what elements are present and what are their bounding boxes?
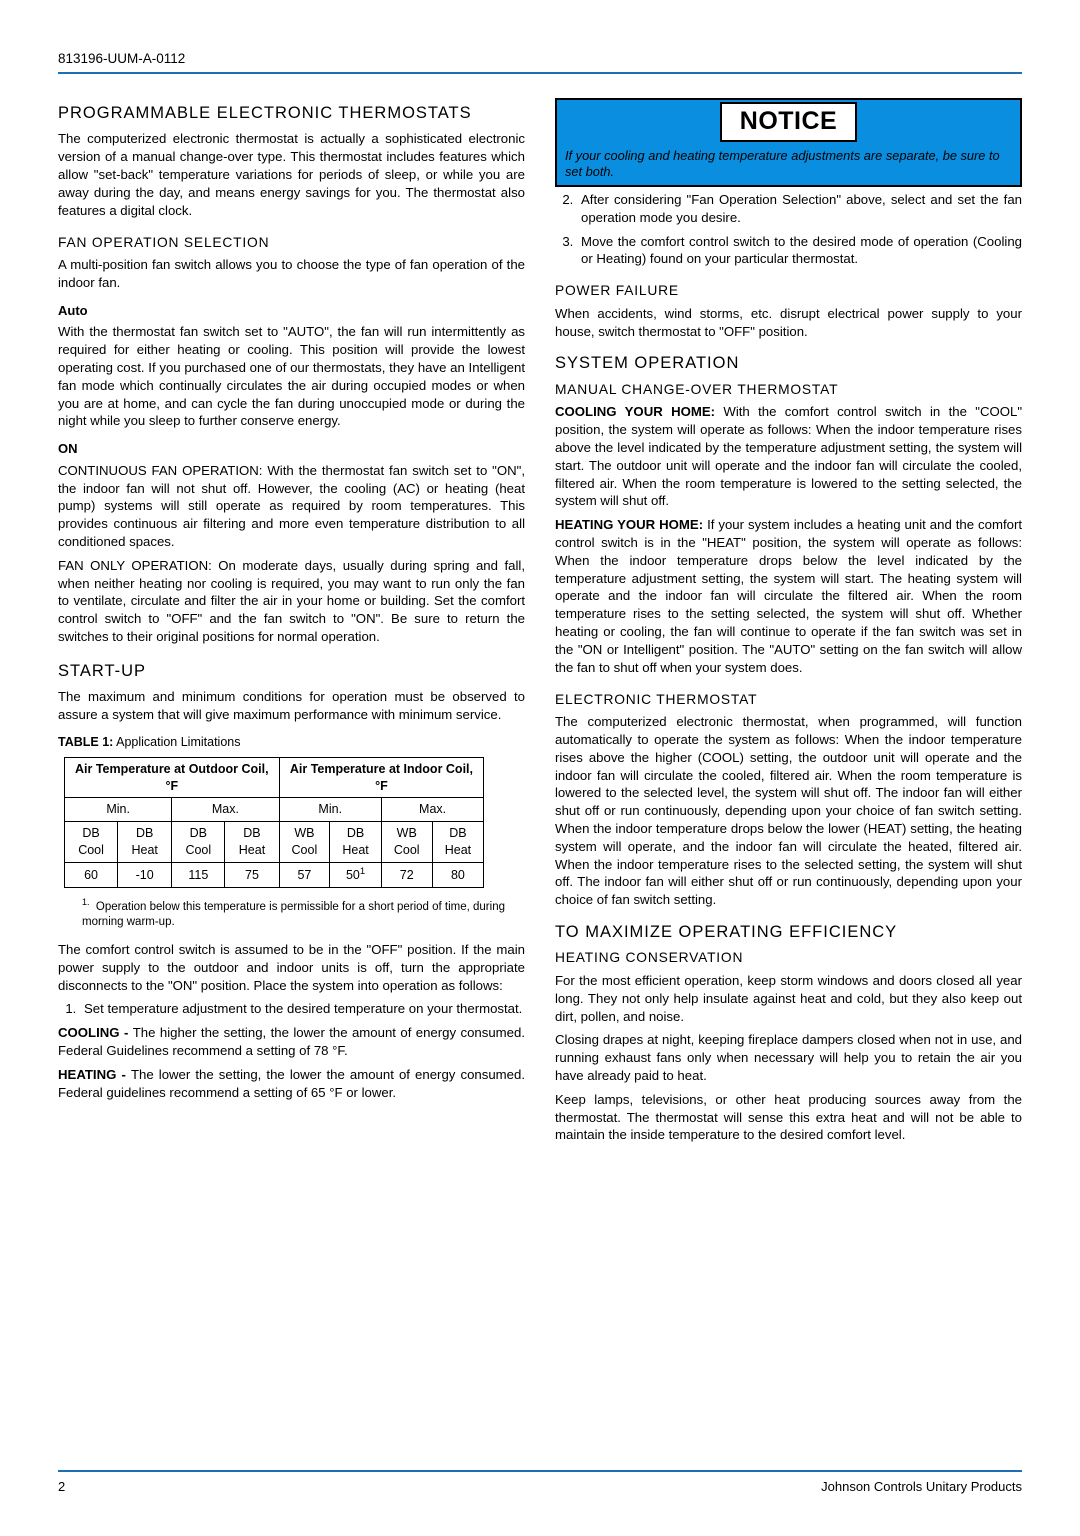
table-cell: 501 [330, 863, 382, 888]
page-number: 2 [58, 1478, 65, 1496]
para-cooling-rec: COOLING - The higher the setting, the lo… [58, 1024, 525, 1060]
heading-electronic-thermostat: ELECTRONIC THERMOSTAT [555, 691, 1022, 710]
para-auto: With the thermostat fan switch set to "A… [58, 323, 525, 430]
para-hc1: For the most efficient operation, keep s… [555, 972, 1022, 1025]
para-hc2: Closing drapes at night, keeping firepla… [555, 1031, 1022, 1084]
table-group-outdoor: Air Temperature at Outdoor Coil, °F [65, 757, 280, 798]
two-column-layout: PROGRAMMABLE ELECTRONIC THERMOSTATS The … [58, 98, 1022, 1150]
table-caption-rest: Application Limitations [113, 735, 240, 749]
table-colhdr: DBHeat [118, 822, 172, 863]
cooling-home-label: COOLING YOUR HOME: [555, 404, 715, 419]
footnote-text: Operation below this temperature is perm… [82, 901, 505, 929]
footer-company: Johnson Controls Unitary Products [821, 1478, 1022, 1496]
heating-home-label: HEATING YOUR HOME: [555, 517, 703, 532]
table-caption: TABLE 1: Application Limitations [58, 734, 525, 751]
para-power-failure: When accidents, wind storms, etc. disrup… [555, 305, 1022, 341]
notice-text: If your cooling and heating temperature … [557, 145, 1020, 185]
heading-manual-changeover: MANUAL CHANGE-OVER THERMOSTAT [555, 381, 1022, 400]
heading-system-operation: SYSTEM OPERATION [555, 352, 1022, 374]
application-limitations-table: Air Temperature at Outdoor Coil, °F Air … [64, 757, 484, 888]
notice-title: NOTICE [720, 102, 857, 142]
para-electronic-thermostat: The computerized electronic thermostat, … [555, 713, 1022, 909]
step-2: After considering "Fan Operation Selecti… [577, 191, 1022, 227]
table-colhdr: DBHeat [225, 822, 279, 863]
step-1: Set temperature adjustment to the desire… [80, 1000, 525, 1018]
footer-rule [58, 1470, 1022, 1472]
heading-auto: Auto [58, 302, 525, 320]
footnote-mark: 1. [82, 897, 90, 907]
cooling-label: COOLING - [58, 1025, 133, 1040]
left-column: PROGRAMMABLE ELECTRONIC THERMOSTATS The … [58, 98, 525, 1150]
para-intro: The computerized electronic thermostat i… [58, 130, 525, 219]
heading-fan-selection: FAN OPERATION SELECTION [58, 234, 525, 253]
heading-power-failure: POWER FAILURE [555, 282, 1022, 301]
table-caption-bold: TABLE 1: [58, 735, 113, 749]
table-cell: 72 [381, 863, 432, 888]
table-sub-max1: Max. [172, 798, 279, 822]
table-colhdr: DBHeat [330, 822, 382, 863]
heading-heating-conservation: HEATING CONSERVATION [555, 949, 1022, 968]
table-group-indoor: Air Temperature at Indoor Coil, °F [279, 757, 484, 798]
table-sub-max2: Max. [381, 798, 483, 822]
table-colhdr: DBCool [65, 822, 118, 863]
table-cell: 75 [225, 863, 279, 888]
heating-home-text: If your system includes a heating unit a… [555, 517, 1022, 675]
startup-steps-left: Set temperature adjustment to the desire… [80, 1000, 525, 1018]
para-comfort-switch: The comfort control switch is assumed to… [58, 941, 525, 994]
para-on-fanonly: FAN ONLY OPERATION: On moderate days, us… [58, 557, 525, 646]
table-cell: 60 [65, 863, 118, 888]
table-colhdr: WBCool [279, 822, 330, 863]
para-on-continuous: CONTINUOUS FAN OPERATION: With the therm… [58, 462, 525, 551]
heading-on: ON [58, 440, 525, 458]
table-colhdr: WBCool [381, 822, 432, 863]
header-rule [58, 72, 1022, 74]
heating-label: HEATING - [58, 1067, 131, 1082]
table-cell: -10 [118, 863, 172, 888]
doc-number: 813196-UUM-A-0112 [58, 50, 1022, 68]
step-3: Move the comfort control switch to the d… [577, 233, 1022, 269]
table-colhdr: DBHeat [432, 822, 484, 863]
notice-title-wrap: NOTICE [557, 100, 1020, 145]
notice-box: NOTICE If your cooling and heating tempe… [555, 98, 1022, 187]
para-cooling-home: COOLING YOUR HOME: With the comfort cont… [555, 403, 1022, 510]
table-cell: 115 [172, 863, 225, 888]
heading-maximize-efficiency: TO MAXIMIZE OPERATING EFFICIENCY [555, 921, 1022, 943]
para-fan: A multi-position fan switch allows you t… [58, 256, 525, 292]
table-colhdr: DBCool [172, 822, 225, 863]
footer: 2 Johnson Controls Unitary Products [58, 1470, 1022, 1496]
cooling-home-text: With the comfort control switch in the "… [555, 404, 1022, 508]
table-sub-min2: Min. [279, 798, 381, 822]
table-footnote: 1. Operation below this temperature is p… [82, 896, 525, 931]
heading-startup: START-UP [58, 660, 525, 682]
table-sub-min1: Min. [65, 798, 172, 822]
para-heating-rec: HEATING - The lower the setting, the low… [58, 1066, 525, 1102]
table-cell: 80 [432, 863, 484, 888]
table-cell: 57 [279, 863, 330, 888]
para-hc3: Keep lamps, televisions, or other heat p… [555, 1091, 1022, 1144]
heading-programmable: PROGRAMMABLE ELECTRONIC THERMOSTATS [58, 102, 525, 124]
para-startup: The maximum and minimum conditions for o… [58, 688, 525, 724]
startup-steps-right: After considering "Fan Operation Selecti… [577, 191, 1022, 268]
right-column: NOTICE If your cooling and heating tempe… [555, 98, 1022, 1150]
para-heating-home: HEATING YOUR HOME: If your system includ… [555, 516, 1022, 676]
